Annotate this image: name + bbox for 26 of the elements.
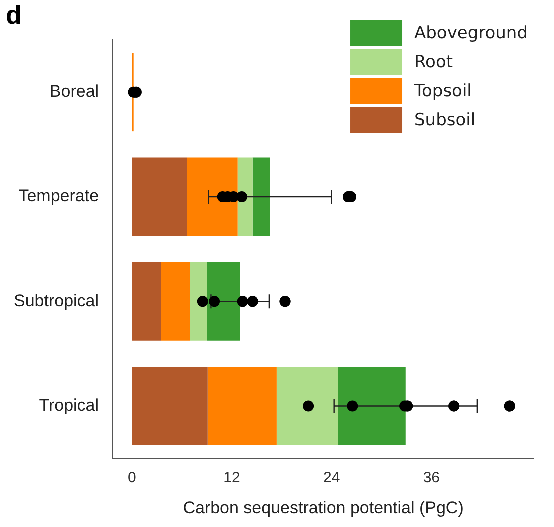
y-tick-label: Subtropical bbox=[14, 291, 100, 310]
x-tick-label: 24 bbox=[324, 470, 340, 487]
bar bbox=[276, 367, 338, 446]
legend-label: Root bbox=[414, 52, 454, 72]
bar bbox=[252, 158, 270, 236]
bar bbox=[161, 262, 190, 341]
bar bbox=[338, 367, 406, 446]
bar bbox=[190, 262, 208, 341]
bar bbox=[187, 158, 238, 236]
x-axis-title: Carbon sequestration potential (PgC) bbox=[183, 498, 464, 518]
bar bbox=[238, 158, 253, 236]
x-tick-label: 36 bbox=[423, 470, 440, 487]
bar bbox=[132, 158, 188, 236]
y-tick-label: Boreal bbox=[50, 82, 100, 102]
y-tick-label: Tropical bbox=[39, 396, 100, 415]
y-tick-label: Temperate bbox=[18, 186, 100, 206]
x-tick-label: 0 bbox=[128, 470, 136, 487]
bar bbox=[132, 367, 208, 446]
bar bbox=[207, 262, 240, 341]
bar bbox=[132, 262, 162, 341]
legend-label: Topsoil bbox=[414, 81, 472, 102]
bar bbox=[208, 367, 277, 446]
text: d bbox=[6, 0, 22, 31]
legend-label: Subsoil bbox=[414, 110, 476, 130]
legend-label: Aboveground bbox=[414, 23, 528, 44]
x-tick-label: 12 bbox=[224, 470, 240, 487]
